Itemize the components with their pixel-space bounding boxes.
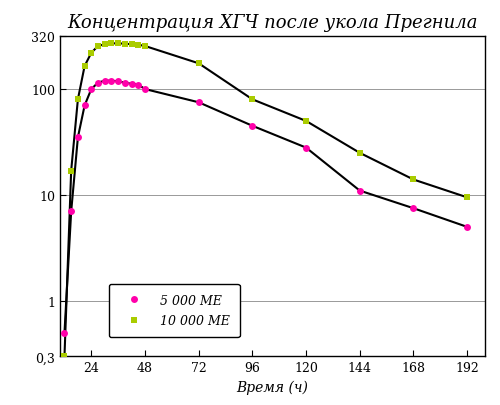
10 000 МЕ: [356, 151, 362, 156]
10 000 МЕ: [95, 45, 101, 49]
5 000 МЕ: [68, 209, 74, 214]
10 000 МЕ: [102, 43, 107, 47]
10 000 МЕ: [128, 43, 134, 47]
10 000 МЕ: [108, 42, 114, 47]
5 000 МЕ: [108, 79, 114, 84]
Line: 10 000 МЕ: 10 000 МЕ: [61, 41, 470, 360]
X-axis label: Время (ч): Время (ч): [236, 380, 308, 394]
5 000 МЕ: [95, 81, 101, 86]
Title: Концентрация ХГЧ после укола Прегнила: Концентрация ХГЧ после укола Прегнила: [67, 14, 478, 32]
10 000 МЕ: [68, 169, 74, 174]
10 000 МЕ: [303, 119, 309, 124]
10 000 МЕ: [196, 62, 202, 66]
5 000 МЕ: [82, 104, 87, 109]
5 000 МЕ: [62, 330, 68, 335]
10 000 МЕ: [62, 354, 68, 359]
5 000 МЕ: [142, 87, 148, 92]
5 000 МЕ: [88, 87, 94, 92]
5 000 МЕ: [250, 124, 256, 129]
10 000 МЕ: [115, 42, 121, 47]
5 000 МЕ: [303, 146, 309, 151]
10 000 МЕ: [142, 45, 148, 49]
5 000 МЕ: [410, 206, 416, 211]
5 000 МЕ: [102, 79, 107, 84]
10 000 МЕ: [250, 98, 256, 102]
Line: 5 000 МЕ: 5 000 МЕ: [61, 78, 470, 337]
5 000 МЕ: [122, 81, 128, 86]
5 000 МЕ: [464, 225, 470, 230]
10 000 МЕ: [464, 195, 470, 200]
10 000 МЕ: [88, 51, 94, 56]
10 000 МЕ: [122, 42, 128, 47]
10 000 МЕ: [75, 98, 81, 102]
5 000 МЕ: [115, 80, 121, 85]
10 000 МЕ: [410, 178, 416, 183]
5 000 МЕ: [196, 100, 202, 105]
5 000 МЕ: [356, 189, 362, 194]
10 000 МЕ: [82, 64, 87, 69]
Legend: 5 000 МЕ, 10 000 МЕ: 5 000 МЕ, 10 000 МЕ: [109, 284, 240, 337]
5 000 МЕ: [128, 82, 134, 87]
10 000 МЕ: [136, 43, 141, 48]
5 000 МЕ: [136, 83, 141, 88]
5 000 МЕ: [75, 136, 81, 141]
